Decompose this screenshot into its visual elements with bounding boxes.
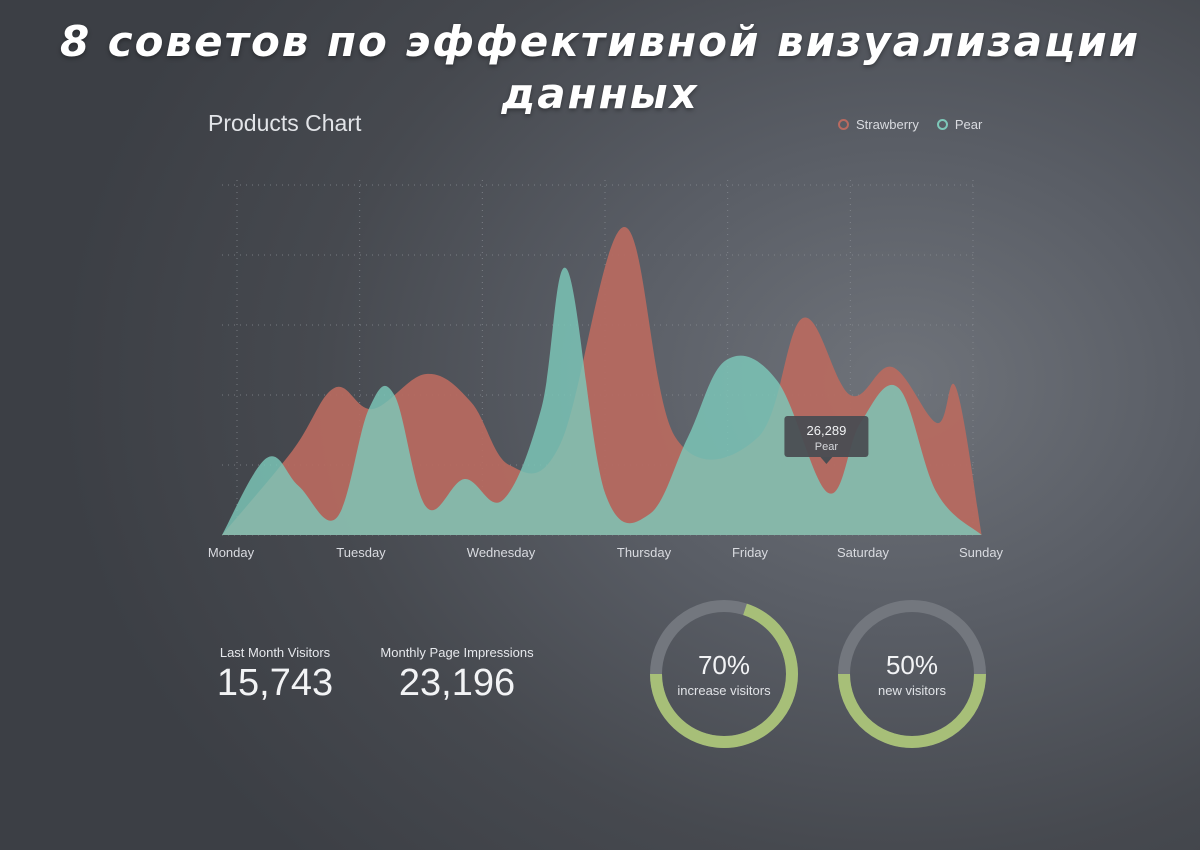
- gauge-ring: [650, 600, 798, 748]
- tooltip-series: Pear: [815, 441, 839, 453]
- tooltip-value: 26,289: [807, 423, 847, 438]
- chart-tooltip: 26,289 Pear: [784, 416, 869, 464]
- x-tick-label: Sunday: [959, 545, 1004, 560]
- gauge-value: 50%: [885, 650, 939, 680]
- gauge-new-visitors: 50% new visitors: [832, 594, 992, 754]
- legend-label: Pear: [954, 117, 983, 132]
- legend-circle-icon: [838, 119, 849, 130]
- tooltip-box: [784, 416, 869, 457]
- chart-legend: Strawberry Pear: [838, 117, 982, 132]
- x-tick-label: Tuesday: [336, 545, 386, 560]
- legend-circle-icon: [936, 119, 948, 130]
- tooltip-pointer: [820, 457, 833, 464]
- x-tick-label: Wednesday: [467, 545, 536, 560]
- legend-item-strawberry[interactable]: Strawberry: [838, 117, 919, 132]
- x-tick-label: Thursday: [617, 545, 672, 560]
- stat-value: 23,196: [398, 662, 516, 704]
- legend-label: Strawberry: [856, 117, 919, 132]
- gauge-ring: [838, 600, 986, 748]
- gauge-value: 70%: [697, 650, 751, 680]
- area-chart: Monday Tuesday Wednesday Thursday Friday Satu…: [208, 180, 1004, 560]
- stat-monthly-page-impressions: Monthly Page Impressions 23,196: [372, 645, 542, 705]
- x-tick-label: Friday: [732, 545, 769, 560]
- legend-item-pear[interactable]: Pear: [936, 117, 983, 132]
- page-headline: 8 советов по эффективной визуализации да…: [59, 17, 1141, 118]
- gauge-increase-visitors: 70% increase visitors: [644, 594, 804, 754]
- x-tick-label: Monday: [208, 545, 255, 560]
- gauge-fill: [838, 673, 986, 748]
- stat-label: Monthly Page Impressions: [380, 645, 534, 660]
- stat-label: Last Month Visitors: [219, 645, 331, 660]
- stat-last-month-visitors: Last Month Visitors 15,743: [205, 645, 345, 705]
- gauge-label: increase visitors: [677, 683, 771, 698]
- gauge-label: new visitors: [878, 683, 946, 698]
- chart-title: Products Chart: [208, 110, 362, 136]
- x-tick-label: Saturday: [837, 545, 890, 560]
- gauge-fill: [650, 603, 798, 748]
- stat-value: 15,743: [216, 662, 334, 704]
- series-area-pear: [222, 267, 982, 535]
